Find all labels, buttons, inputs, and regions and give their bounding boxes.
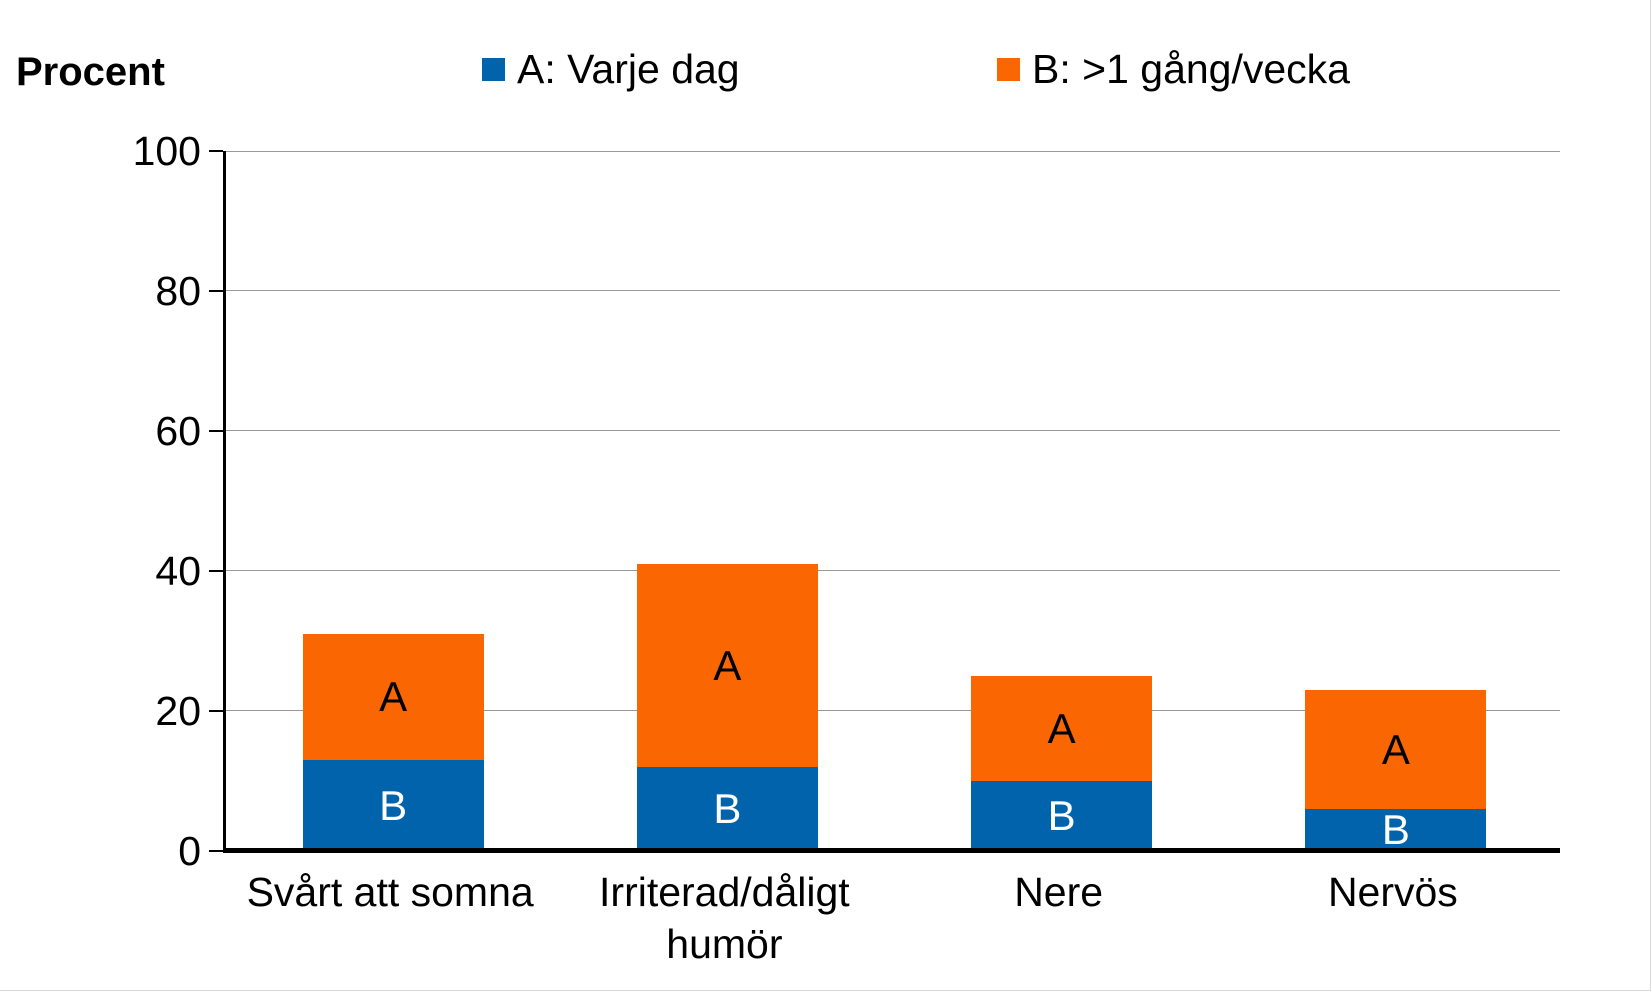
gridline-60 (226, 430, 1560, 431)
x-axis-line (223, 848, 1560, 853)
legend-swatch-blue-icon (482, 57, 505, 81)
y-tick-100 (209, 150, 223, 152)
x-label-2: Irriterad/dåligt humör (599, 869, 850, 967)
bar-segment-top: A (302, 634, 484, 760)
legend-label-a: A: Varje dag (517, 45, 740, 92)
y-tick-label-80: 80 (155, 268, 201, 314)
y-tick-0 (209, 850, 223, 852)
y-tick-label-100: 100 (132, 128, 201, 174)
gridline-100 (226, 151, 1560, 152)
bar-segment-top: A (1305, 690, 1487, 809)
y-tick-80 (209, 290, 223, 292)
bar-segment-letter: B (379, 781, 408, 829)
x-label-4: Nervös (1327, 869, 1458, 915)
gridline-20 (226, 710, 1560, 711)
bar-segment-letter: B (713, 785, 742, 832)
y-tick-label-60: 60 (155, 408, 201, 454)
bar-segment-top: A (636, 564, 818, 767)
gridline-80 (226, 290, 1560, 291)
legend-item-a: A: Varje dag (482, 44, 740, 94)
y-tick-label-40: 40 (155, 548, 201, 594)
y-tick-60 (209, 430, 223, 432)
y-tick-label-0: 0 (178, 828, 201, 874)
legend-item-b: B: >1 gång/vecka (997, 44, 1350, 94)
bar-segment-top: A (971, 676, 1153, 781)
x-label-1: Svårt att somna (246, 869, 534, 915)
x-axis-labels: Svårt att somna Irriterad/dåligt humör Ner… (223, 866, 1560, 970)
y-axis-title: Procent (16, 50, 165, 94)
bar-segment-letter: B (1047, 792, 1076, 839)
bar-segment-bottom: B (971, 781, 1153, 851)
bar-segment-letter: B (1381, 806, 1410, 853)
y-tick-20 (209, 710, 223, 712)
bar-segment-letter: A (1047, 704, 1076, 752)
gridline-40 (226, 570, 1560, 571)
bar-segment-letter: A (713, 641, 742, 689)
legend-label-b: B: >1 gång/vecka (1032, 45, 1350, 92)
bar-segment-bottom: B (636, 767, 818, 851)
bar-segment-bottom: B (1305, 806, 1487, 853)
bar-segment-bottom: B (302, 760, 484, 851)
y-tick-label-20: 20 (155, 688, 201, 734)
plot-area: 0 20 40 60 80 100 A B A B A B A B (133, 128, 1560, 874)
y-tick-40 (209, 570, 223, 572)
bar-segment-letter: A (1381, 725, 1410, 773)
bar-segment-letter: A (379, 673, 408, 720)
legend-swatch-orange-icon (997, 57, 1020, 81)
x-label-3: Nere (1014, 869, 1104, 915)
